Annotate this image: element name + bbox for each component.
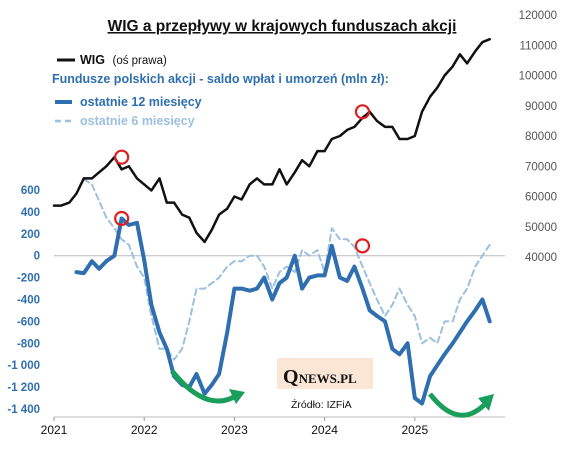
highlight-marker [114,149,130,165]
trough-arrow-2025 [428,392,494,418]
highlight-marker [114,210,130,227]
left-tick-label: -200 [17,273,40,285]
legend-wig-note: (oś prawa) [112,55,166,67]
x-tick-label: 2023 [221,423,248,437]
trough-arrow-2022 [170,369,245,404]
brand-logo: QNEWS.PL [283,366,357,388]
right-tick-label: 40000 [525,252,557,264]
legend-funds-header: Fundusze polskich akcji - saldo wpłat i … [52,72,389,86]
highlight-marker [354,104,371,120]
s12-line [74,216,492,406]
left-tick-label: 0 [34,251,40,263]
right-tick-label: 100000 [519,71,557,83]
right-tick-label: 90000 [525,101,557,113]
left-axis-ticks: 600 400 200 0 -200 -400 -600 -800 -1 000 -1 200 -1… [7,185,40,416]
legend-s6-label: ostatnie 6 miesięcy [80,114,195,128]
left-tick-label: -1 200 [7,382,40,394]
chart-title: WIG a przepływy w krajowych funduszach a… [108,18,457,35]
right-tick-label: 120000 [519,10,557,22]
wig-line [52,37,491,244]
left-tick-label: 600 [21,185,40,197]
legend-s12-label: ostatnie 12 miesięcy [80,95,202,109]
x-tick-label: 2025 [401,423,428,437]
left-tick-label: -1 400 [7,404,40,416]
right-tick-label: 60000 [525,192,557,204]
right-tick-label: 80000 [525,131,557,143]
left-tick-label: -400 [17,295,40,307]
source-note: Źródło: IZFiA [291,398,352,411]
x-tick-label: 2024 [311,423,338,437]
right-axis-ticks: 120000 110000 100000 90000 80000 70000 60000 50… [519,10,557,264]
s6-line [82,178,491,361]
brand-box [277,358,373,389]
right-tick-label: 70000 [525,161,557,173]
highlight-marker [354,238,371,254]
marker-layer [114,104,371,254]
left-tick-label: 400 [21,207,40,219]
right-tick-label: 50000 [525,222,557,234]
legend: WIG (oś prawa) Fundusze polskich akcji -… [52,53,389,128]
legend-wig-label: WIG (oś prawa) [80,53,167,67]
x-tick-label: 2021 [41,423,68,437]
left-tick-label: -1 000 [7,360,40,372]
x-tick-label: 2022 [131,423,158,437]
x-axis-ticks: 2021 2022 2023 2024 2025 [41,417,428,437]
left-tick-label: 200 [21,229,40,241]
series-layer [52,37,492,406]
left-tick-label: -800 [17,338,40,350]
left-tick-label: -600 [17,316,40,328]
right-tick-label: 110000 [519,40,557,52]
